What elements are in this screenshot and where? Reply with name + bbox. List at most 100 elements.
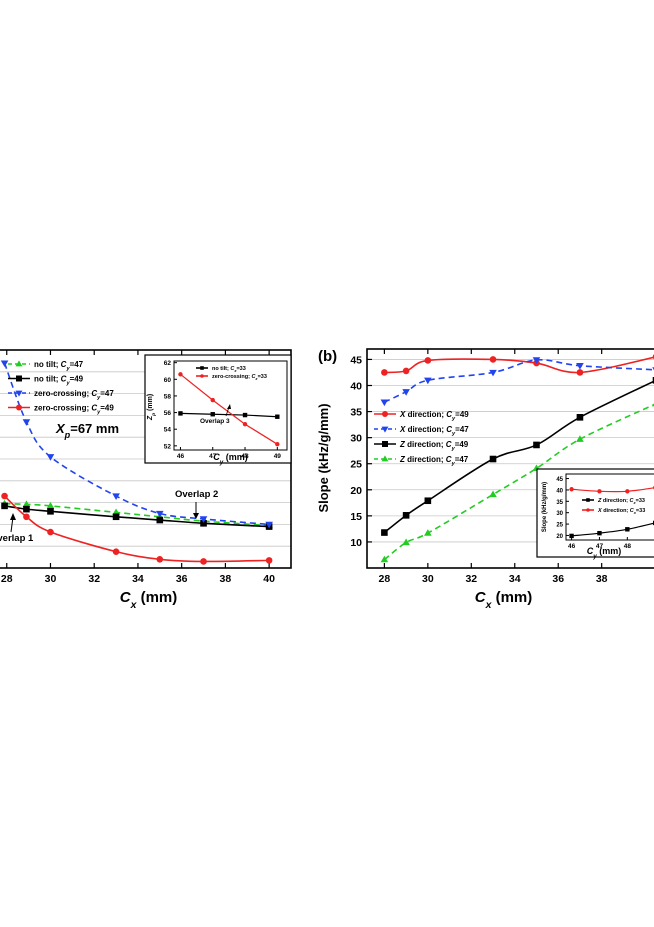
panel-a-xtick-label: 34 (132, 573, 144, 585)
panel-a-series-2-point (156, 510, 164, 518)
panel-a-plot: 28 30 32 34 36 38 40 (0, 349, 292, 585)
panel-a-inset-series-0-line (180, 412, 278, 418)
panel-b-inset-ytick-label: 30 (556, 511, 563, 517)
panel-b-series-0-point (424, 357, 432, 364)
panel-a-series-2-point (265, 521, 273, 529)
panel-a-inset-xtick-label: 49 (274, 453, 282, 460)
panel-b-inset-ytick-label: 20 (556, 534, 563, 540)
panel-a-series-3-point (156, 555, 164, 563)
panel-b-inset-legend-entry-label: X direction; Cx=33 (597, 508, 645, 515)
panel-b-xtick-label: 38 (596, 573, 608, 585)
panel-b-label: (b) (318, 348, 337, 365)
panel-a-inset-xtick-label: 48 (241, 453, 249, 460)
panel-a-series-2-point (22, 419, 31, 426)
panel-b-ytick-label: 15 (350, 511, 362, 523)
panel-a-inset-series-1-point (275, 441, 280, 447)
panel-a-inset-ytick-label: 52 (164, 443, 172, 450)
panel-a-legend-entry-label: no tilt; Cy=47 (34, 360, 84, 372)
panel-b-inset-legend-entry-swatch-marker (586, 508, 590, 512)
panel-a-xlabel: Cx (mm) (120, 589, 178, 611)
panel-b-inset-series-1-point (597, 489, 602, 494)
panel-b-series-2-point (402, 512, 410, 519)
panel-b-xtick-label: 30 (422, 573, 434, 585)
panel-a-inset-series-0-point (210, 412, 215, 417)
panel-a-inset-ytick-label: 58 (164, 393, 172, 400)
panel-b-inset-xlabel: Cy (mm) (587, 546, 622, 560)
panel-b-inset-xtick-label: 46 (568, 543, 576, 550)
panel-a-series-0-point (112, 508, 120, 516)
panel-a-inset-frame (173, 360, 288, 451)
panel-a-legend-entry-label: no tilt; Cy=49 (34, 374, 84, 386)
panel-b-legend-entry-swatch-marker (381, 455, 389, 462)
panel-a-inset-legend-entry-label: no tilt; Cx=33 (212, 366, 246, 373)
panel-a-series-2-point (112, 493, 120, 501)
panel-b-series-0-point (402, 367, 410, 375)
panel-a-inset-series-1-point (178, 372, 183, 377)
panel-b-inset-series-0-point (597, 530, 602, 536)
panel-a-inset-series-1-point (242, 422, 248, 427)
panel-a-inset-ytick-label: 60 (164, 377, 172, 384)
panel-a-legend-entry-label: zero-crossing; Cy=49 (34, 403, 114, 415)
panel-a-inset-ytick-label: 62 (164, 360, 172, 367)
panel-a-overlap-2-label: Overlap 2 (175, 489, 218, 500)
panel-a-inset-series-1-point (210, 397, 215, 403)
panel-b-series-1-point (532, 357, 541, 364)
panel-b-inset-ytick-label: 45 (556, 477, 563, 483)
panel-a-inset-series-0-point (178, 411, 183, 416)
panel-b-series-1-point (576, 363, 584, 370)
panel-a-inset-xtick-label: 47 (209, 453, 217, 460)
panel-a-xtick-label: 28 (1, 573, 13, 585)
panel-a-series-1-point (23, 505, 30, 513)
panel-a-series-3-point (112, 548, 120, 555)
panel-b-series-0-point (489, 356, 497, 363)
panel-a-series-1-point (1, 502, 8, 510)
panel-b-legend-entry-swatch-marker (381, 426, 389, 433)
panel-a-inset-series-0-point (275, 414, 280, 419)
panel-b-ytick-label: 45 (350, 354, 362, 366)
panel-a-xtick-label: 36 (176, 573, 188, 585)
panel-b-series-2-point (533, 441, 540, 449)
panel-a-xtick-label: 32 (88, 573, 100, 585)
panel-b-series-3-point (424, 529, 432, 536)
panel-b-inset: 46 47 48 20 25 30 35 40 45 Slope (kHz/g/mm) Cy (mm… (536, 468, 654, 560)
panel-b-series-3-point (576, 435, 584, 442)
panel-a-inset-legend-entry-label: zero-crossing; Cx=33 (212, 374, 267, 381)
panel-a-inset-ytick-label: 56 (164, 410, 172, 417)
panel-b: 28 30 32 34 36 38 10 15 20 25 30 35 40 45 Slope (kHz/g… (316, 348, 654, 611)
panel-b-series-0-point (381, 369, 388, 376)
panel-b-series-2-point (489, 455, 497, 463)
panel-b-series-3-point (402, 538, 410, 546)
panel-b-inset-series-1-line (571, 487, 654, 493)
panel-b-series-2-point (381, 529, 388, 536)
panel-b-legend-entry-label: X direction; Cy=49 (399, 410, 469, 422)
panel-b-inset-ytick-label: 40 (556, 488, 563, 494)
panel-a-series-0-point (46, 501, 55, 509)
panel-b-series-0-point (576, 369, 584, 376)
panel-a-xtick-label: 30 (45, 573, 57, 585)
panel-b-ytick-label: 10 (350, 537, 362, 549)
panel-b-inset-series-0-point (569, 533, 574, 539)
panel-b-legend-entry-label: Z direction; Cy=47 (399, 455, 469, 467)
panel-a-legend-entry-swatch-marker (15, 390, 23, 397)
panel-a-series-2-point (0, 360, 9, 368)
panel-a-series-3-point (200, 558, 207, 565)
panel-a-legend: no tilt; Cy=47 no tilt; Cy=49 zero-crossin… (8, 360, 114, 415)
panel-b-series-3-point (380, 555, 389, 563)
panel-b-inset-xtick-label: 48 (624, 543, 632, 550)
panel-b-series-2-point (576, 414, 584, 421)
panel-a-series-1-point (112, 513, 120, 521)
panel-a-series-3-point (23, 513, 30, 521)
panel-a-series-1-point (156, 516, 164, 524)
panel-b-inset-series-1-point (625, 489, 630, 494)
panel-b-inset-legend-entry-label: Z direction; Cx=33 (597, 498, 645, 505)
panel-b-ytick-label: 25 (350, 459, 362, 471)
panel-b-series-1-point (402, 389, 410, 396)
panel-a-inset-box (144, 354, 292, 464)
panel-b-plot: 28 30 32 34 36 38 10 15 20 25 30 35 40 45 (350, 348, 654, 585)
panel-a-overlap-2-arrowhead (193, 513, 199, 519)
panel-a-series-1-point (200, 520, 207, 527)
panel-a-series-3-point (1, 492, 8, 500)
panel-b-inset-frame (565, 473, 654, 541)
